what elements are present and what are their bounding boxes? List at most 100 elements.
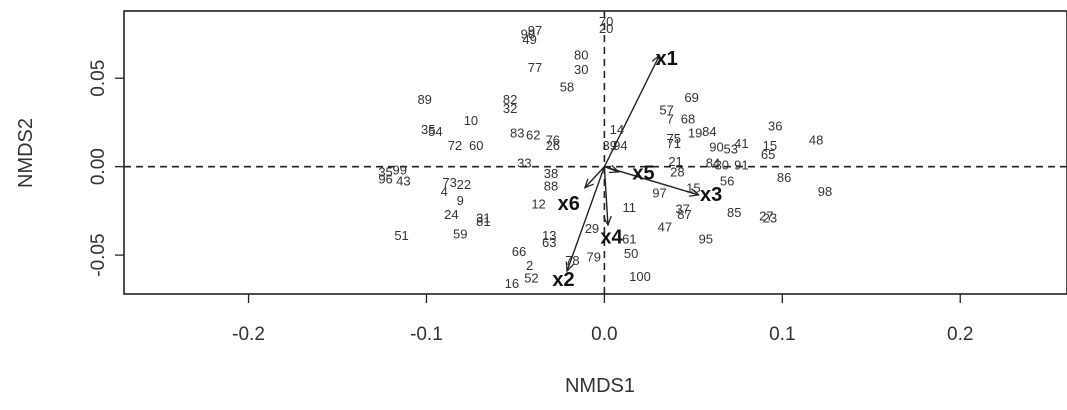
site-point-label: 48 xyxy=(809,133,823,148)
site-point-label: 84 xyxy=(706,156,720,171)
site-point-label: 47 xyxy=(658,219,672,234)
site-point-label: 49 xyxy=(522,32,536,47)
site-point-label: 15 xyxy=(763,138,777,153)
site-point-label: 81 xyxy=(476,214,490,229)
x-tick-label: 0.0 xyxy=(591,324,617,345)
site-point-label: 76 xyxy=(546,133,560,148)
site-point-label: 80 xyxy=(574,48,588,63)
site-point-label: 98 xyxy=(818,184,832,199)
vector-arrow xyxy=(567,166,606,271)
site-point-label: 90 xyxy=(709,140,723,155)
vector-arrow xyxy=(585,166,605,188)
vector-arrow xyxy=(604,167,618,172)
site-point-label: 97 xyxy=(652,186,666,201)
site-point-label: 21 xyxy=(668,154,682,169)
site-point-label: 71 xyxy=(667,136,681,151)
site-point-label: 43 xyxy=(396,173,410,188)
site-point-label: 56 xyxy=(720,173,734,188)
site-point-label: 9 xyxy=(457,193,464,208)
axes: -0.2 -0.1 0.0 0.1 0.2 -0.05 0.00 0.05 xyxy=(88,60,973,345)
site-point-label: 62 xyxy=(526,127,540,142)
site-point-label: 68 xyxy=(681,111,695,126)
site-point-label: 90 xyxy=(521,26,535,41)
site-point-label: 33 xyxy=(517,156,531,171)
site-point-label: 57 xyxy=(659,103,673,118)
site-point-label: 60 xyxy=(469,138,483,153)
site-point-label: 51 xyxy=(394,228,408,243)
site-point-label: 35 xyxy=(421,122,435,137)
site-point-label: 52 xyxy=(524,271,538,286)
site-point-label: 85 xyxy=(727,205,741,220)
site-point-label: 23 xyxy=(763,210,777,225)
site-point-label: 96 xyxy=(378,172,392,187)
site-point-label: 41 xyxy=(734,136,748,151)
site-point-label: 63 xyxy=(542,235,556,250)
site-point-label: 83 xyxy=(510,126,524,141)
site-point-label: 37 xyxy=(675,202,689,217)
site-point-label: 38 xyxy=(544,166,558,181)
vector-arrow xyxy=(604,166,608,225)
site-point-label: 24 xyxy=(444,207,458,222)
site-point-label: 13 xyxy=(542,228,556,243)
x-tick-label: 0.1 xyxy=(769,324,795,345)
site-point-label: 26 xyxy=(546,138,560,153)
site-point-label: 20 xyxy=(599,21,613,36)
site-point-label: 66 xyxy=(512,244,526,259)
x-axis-label: NMDS1 xyxy=(565,375,635,397)
site-point-label: 89 xyxy=(417,92,431,107)
site-point-label: 28 xyxy=(670,164,684,179)
site-point-label: 30 xyxy=(715,157,729,172)
site-point-label: 61 xyxy=(622,232,636,247)
site-point-label: 82 xyxy=(503,92,517,107)
site-point-label: 12 xyxy=(531,196,545,211)
site-point-label: 99 xyxy=(393,163,407,178)
vector-label: x3 xyxy=(700,184,722,206)
site-point-label: 84 xyxy=(702,124,716,139)
site-point-label: 65 xyxy=(761,147,775,162)
plot-frame xyxy=(123,10,1067,295)
vector-label: x2 xyxy=(552,269,574,291)
site-point-label: 97 xyxy=(528,23,542,38)
site-point-label: 32 xyxy=(503,101,517,116)
site-point-label: 7 xyxy=(667,111,674,126)
site-point-label: 16 xyxy=(505,276,519,291)
y-axis-label: NMDS2 xyxy=(15,118,37,188)
vector-label: x6 xyxy=(558,193,580,215)
site-point-label: 10 xyxy=(464,113,478,128)
site-point-label: 50 xyxy=(624,246,638,261)
site-point-label: 35 xyxy=(378,164,392,179)
site-point-label: 72 xyxy=(448,138,462,153)
site-point-label: 4 xyxy=(441,184,448,199)
x-tick-label: -0.2 xyxy=(232,324,265,345)
site-point-label: 59 xyxy=(453,226,467,241)
vector-arrow xyxy=(604,165,698,195)
vector-label: x4 xyxy=(600,226,623,248)
site-point-label: 95 xyxy=(699,232,713,247)
site-point-label: 22 xyxy=(457,177,471,192)
site-point-label: 31 xyxy=(476,210,490,225)
site-point-label: 77 xyxy=(528,60,542,75)
site-point-label: 79 xyxy=(586,249,600,264)
vector-label: x5 xyxy=(632,163,654,185)
vector-label: x1 xyxy=(656,48,678,70)
site-point-label: 88 xyxy=(544,179,558,194)
site-point-label: 70 xyxy=(599,14,613,29)
site-point-label: 29 xyxy=(585,221,599,236)
site-point-label: 100 xyxy=(629,269,651,284)
x-tick-label: 0.2 xyxy=(947,324,973,345)
site-point-label: 58 xyxy=(560,80,574,95)
site-point-label: 69 xyxy=(684,90,698,105)
y-tick-label: 0.05 xyxy=(88,60,109,97)
site-point-label: 54 xyxy=(428,124,442,139)
site-point-label: 87 xyxy=(677,207,691,222)
site-point-label: 53 xyxy=(723,141,737,156)
y-tick-label: -0.05 xyxy=(88,233,109,276)
site-point-label: 2 xyxy=(526,258,533,273)
vector-arrow xyxy=(603,55,659,167)
site-point-label: 11 xyxy=(623,200,637,215)
site-point-label: 30 xyxy=(574,62,588,77)
site-point-label: 91 xyxy=(734,157,748,172)
env-vectors: x1 x2 x3 x4 x5 x6 xyxy=(552,48,722,291)
